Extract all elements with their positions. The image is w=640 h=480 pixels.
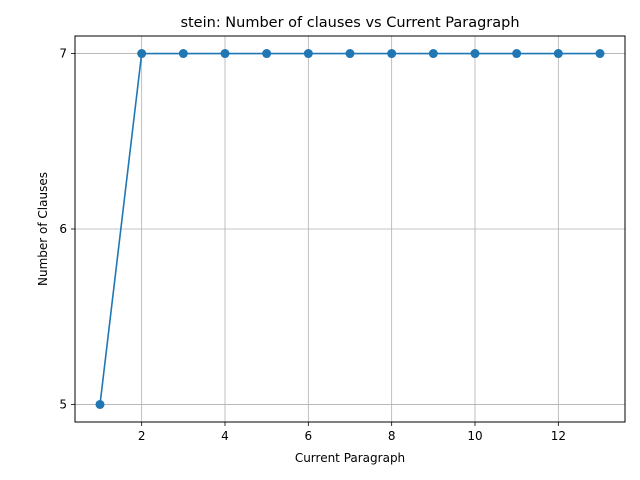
data-point xyxy=(345,49,355,59)
data-point xyxy=(387,49,397,59)
data-point xyxy=(178,49,188,59)
data-point xyxy=(137,49,147,59)
x-tick-label: 12 xyxy=(551,429,566,443)
x-axis-label: Current Paragraph xyxy=(295,451,405,465)
x-tick-label: 10 xyxy=(467,429,482,443)
x-tick-label: 8 xyxy=(388,429,396,443)
data-point xyxy=(512,49,522,59)
data-point xyxy=(428,49,438,59)
y-tick-label: 5 xyxy=(59,397,67,411)
y-axis-ticks: 5 6 7 xyxy=(59,47,75,411)
y-tick-label: 7 xyxy=(59,47,67,61)
series-layer xyxy=(95,49,605,409)
x-tick-label: 4 xyxy=(221,429,229,443)
data-point xyxy=(470,49,480,59)
data-point xyxy=(553,49,563,59)
chart-title: stein: Number of clauses vs Current Para… xyxy=(180,15,519,31)
data-point xyxy=(95,399,105,409)
x-axis-ticks: 2 4 6 8 10 12 xyxy=(138,422,566,443)
y-axis-label: Number of Clauses xyxy=(36,172,50,286)
x-tick-label: 2 xyxy=(138,429,146,443)
x-tick-label: 6 xyxy=(305,429,313,443)
data-point xyxy=(303,49,313,59)
data-point xyxy=(262,49,272,59)
data-point xyxy=(595,49,605,59)
y-tick-label: 6 xyxy=(59,222,67,236)
data-point xyxy=(220,49,230,59)
